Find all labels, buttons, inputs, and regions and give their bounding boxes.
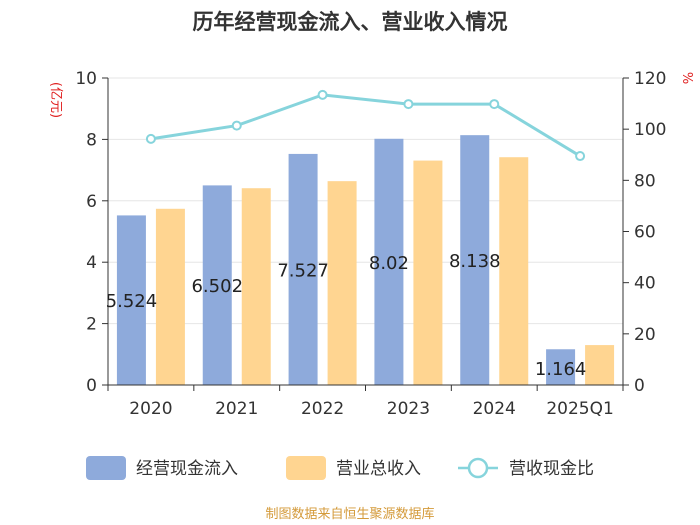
legend-label-cash-inflow: 经营现金流入 (136, 459, 238, 479)
bar-cash-inflow (460, 135, 490, 385)
x-tick-label: 2024 (473, 399, 516, 419)
data-label-cash-inflow: 6.502 (191, 276, 243, 297)
ratio-point (231, 120, 242, 131)
left-axis-unit: (亿元) (48, 82, 63, 118)
ratio-point (489, 99, 500, 110)
bar-revenue (241, 188, 271, 385)
bar-cash-inflow (116, 215, 146, 385)
right-tick-label: 20 (634, 325, 656, 345)
chart-title: 历年经营现金流入、营业收入情况 (193, 10, 508, 34)
data-label-cash-inflow: 8.138 (449, 251, 501, 272)
left-tick-label: 8 (86, 130, 97, 150)
legend-label-revenue: 营业总收入 (336, 459, 421, 479)
left-tick-label: 0 (86, 376, 97, 396)
x-tick-label: 2020 (129, 399, 172, 419)
data-label-cash-inflow: 7.527 (277, 260, 329, 281)
right-tick-label: 100 (634, 120, 666, 140)
right-axis-unit: % (679, 72, 694, 84)
x-tick-label: 2021 (215, 399, 258, 419)
ratio-point (145, 133, 156, 144)
bar-revenue (585, 345, 615, 385)
bar-revenue (499, 157, 529, 385)
ratio-point (575, 151, 586, 162)
data-label-cash-inflow: 1.164 (535, 359, 587, 380)
left-tick-label: 4 (86, 253, 97, 273)
bar-revenue (327, 181, 357, 385)
x-tick-label: 2022 (301, 399, 344, 419)
bar-cash-inflow (374, 138, 404, 385)
legend-swatch-cash-inflow (86, 456, 126, 480)
right-tick-label: 120 (634, 69, 666, 89)
x-tick-label: 2025Q1 (546, 399, 613, 419)
right-tick-label: 0 (634, 376, 645, 396)
right-tick-label: 40 (634, 274, 656, 294)
right-tick-label: 80 (634, 171, 656, 191)
left-tick-label: 6 (86, 192, 97, 212)
bar-revenue (413, 160, 443, 385)
bar-revenue (155, 208, 185, 385)
legend-label-ratio: 营收现金比 (509, 459, 594, 479)
left-tick-label: 2 (86, 315, 97, 335)
data-labels: 5.524 6.502 7.527 8.02 8.138 1.164 (106, 251, 587, 380)
bar-cash-inflow (546, 349, 576, 385)
data-label-cash-inflow: 8.02 (369, 253, 409, 274)
data-label-cash-inflow: 5.524 (106, 291, 158, 312)
ratio-point (403, 99, 414, 110)
ratio-line (145, 89, 586, 162)
x-tick-label: 2023 (387, 399, 430, 419)
bar-cash-inflow (288, 153, 318, 385)
left-tick-label: 10 (75, 69, 97, 89)
bar-cash-inflow (202, 185, 232, 385)
ratio-line-path (150, 93, 581, 158)
legend-swatch-revenue (286, 456, 326, 480)
bars (116, 135, 615, 385)
source-note: 制图数据来自恒生聚源数据库 (265, 506, 434, 522)
gridlines (108, 77, 623, 325)
right-tick-label: 60 (634, 223, 656, 243)
ratio-point (317, 89, 328, 100)
legend-marker-ratio (467, 457, 489, 479)
legend: 经营现金流入 营业总收入 营收现金比 (86, 456, 594, 480)
